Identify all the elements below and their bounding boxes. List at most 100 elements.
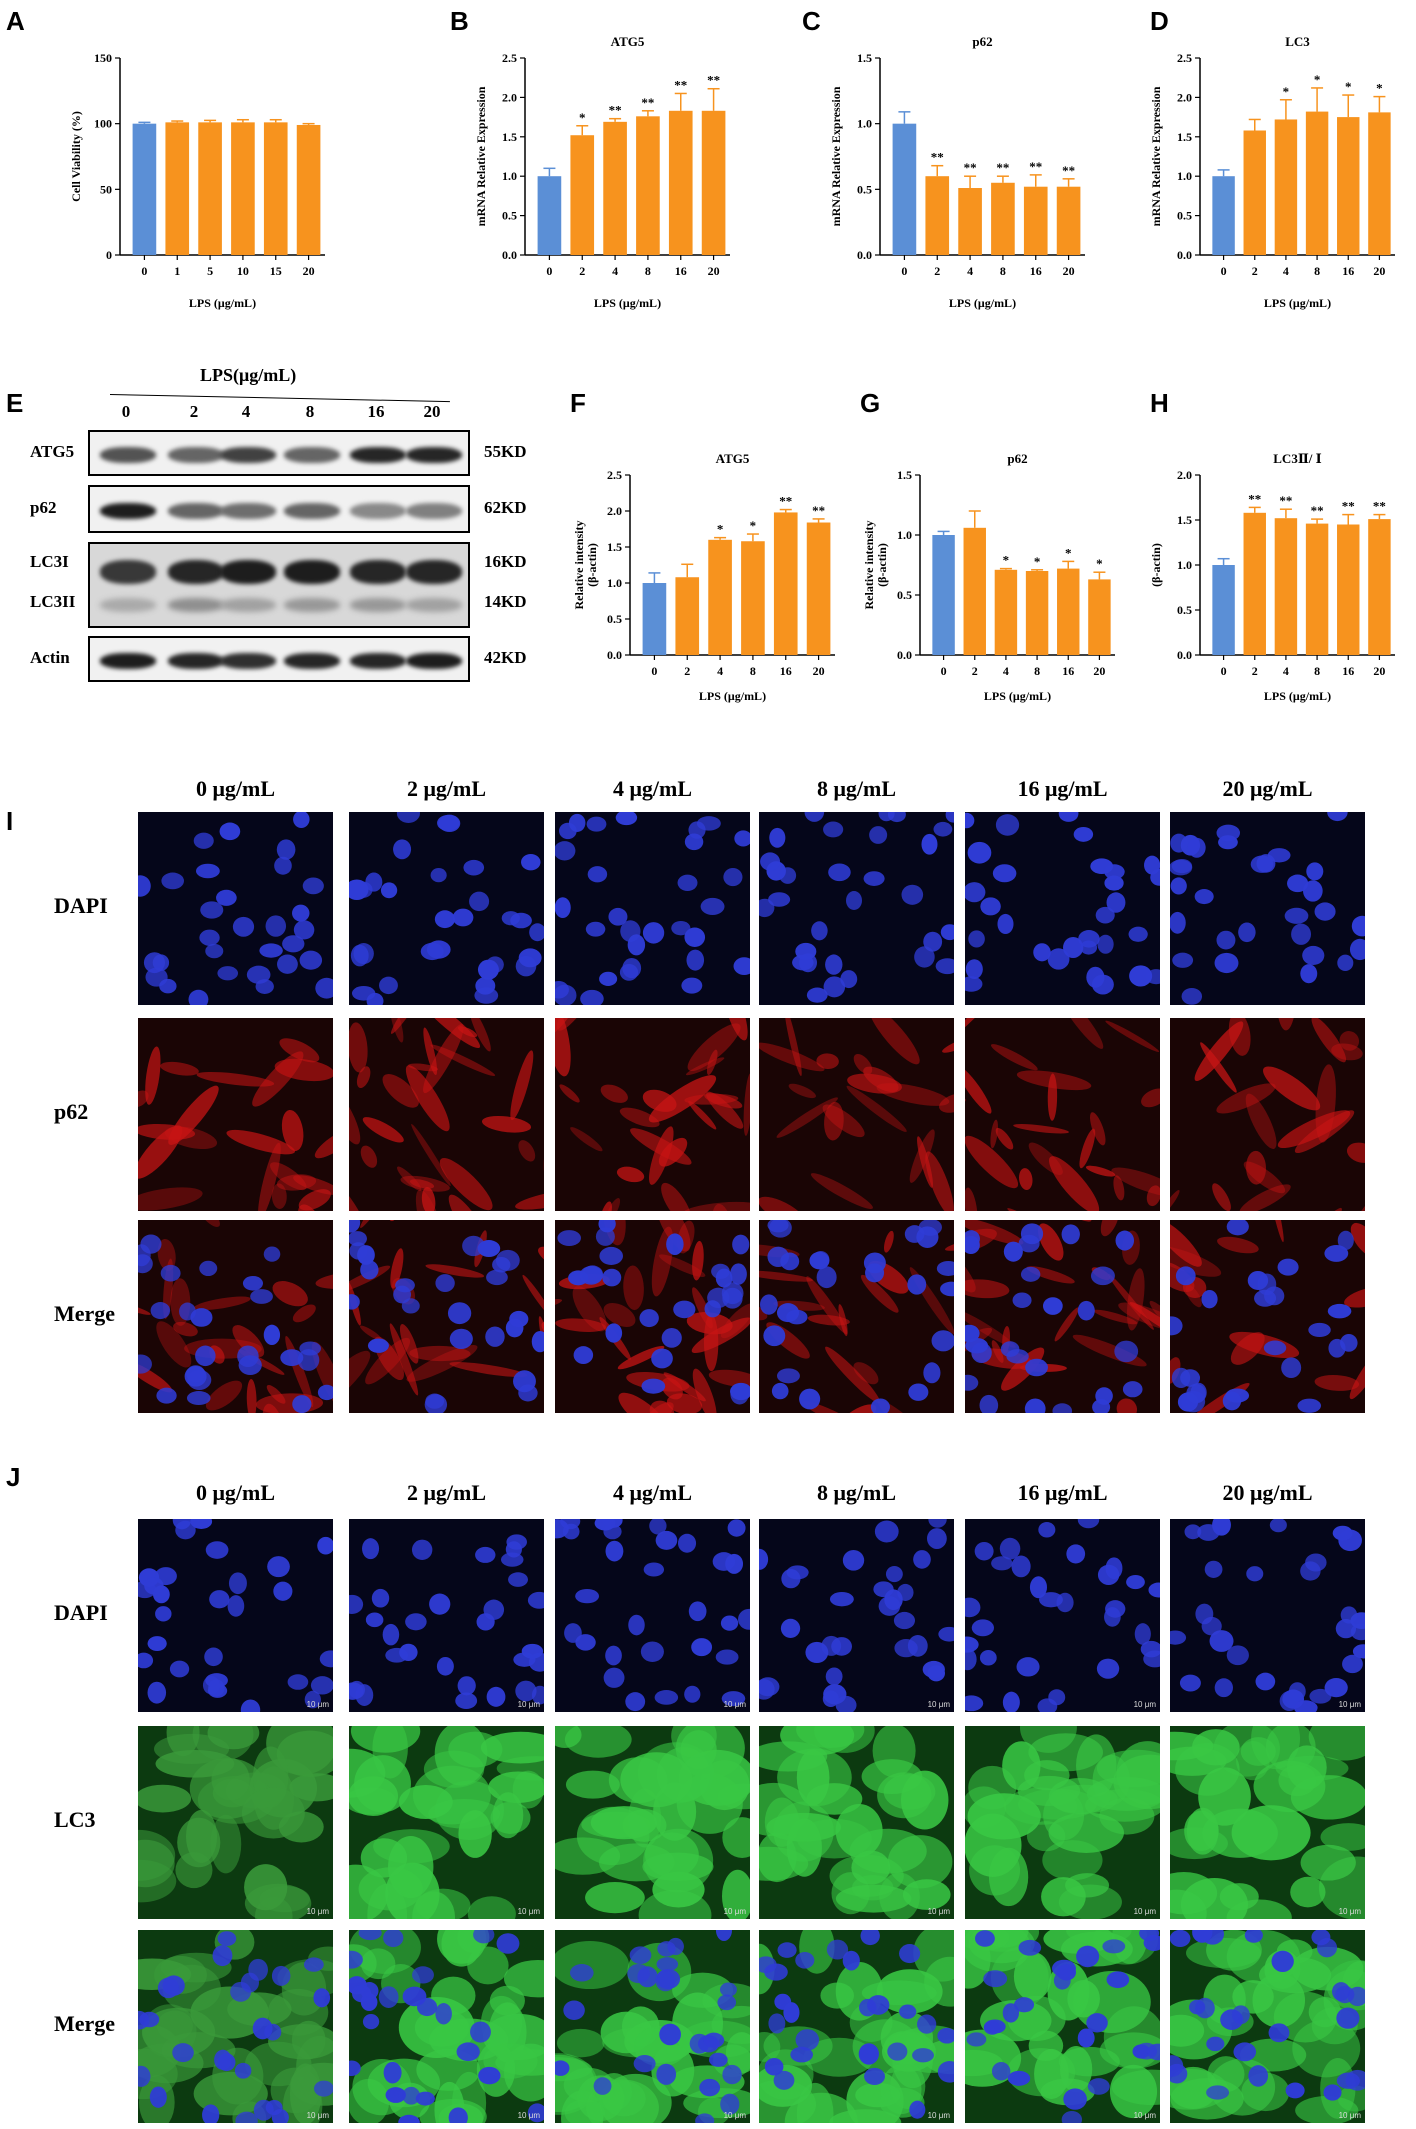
micrograph xyxy=(555,1220,750,1413)
panel-label-b: B xyxy=(450,6,469,36)
micrograph-image xyxy=(138,1220,333,1413)
x-axis-label: LPS (μg/mL) xyxy=(949,296,1016,310)
y-tick-label: 1.0 xyxy=(607,576,622,590)
concentration-header: 20 μg/mL xyxy=(1222,1480,1313,1505)
significance-star: * xyxy=(1345,79,1352,94)
y-tick-label: 0.0 xyxy=(607,648,622,662)
blot-band xyxy=(220,653,276,669)
scale-bar-label: 10 μm xyxy=(306,1700,329,1709)
x-tick-label: 0 xyxy=(141,264,147,278)
bar xyxy=(570,135,595,255)
y-tick-label: 1.5 xyxy=(897,468,912,482)
y-axis-label: Relative intensity xyxy=(862,521,876,610)
y-tick-label: 1.5 xyxy=(502,130,517,144)
micrograph: 10 μm xyxy=(1170,1930,1365,2123)
concentration-header: 8 μg/mL xyxy=(816,1480,897,1505)
y-tick-label: 1.0 xyxy=(897,528,912,542)
y-axis-label: (β-actin) xyxy=(585,543,599,587)
scale-bar-label: 10 μm xyxy=(1338,1700,1361,1709)
x-tick-label: 16 xyxy=(1030,264,1042,278)
concentration-header: 4 μg/mL xyxy=(612,776,693,801)
y-tick-label: 1.0 xyxy=(502,169,517,183)
bar xyxy=(994,569,1018,655)
micrograph-image xyxy=(759,1930,954,2123)
micrograph: 10 μm xyxy=(138,1726,333,1919)
bar xyxy=(932,535,955,655)
bar xyxy=(925,176,950,255)
bar xyxy=(1243,512,1266,655)
micrograph: 10 μm xyxy=(965,1726,1160,1919)
micrograph-image xyxy=(349,812,544,1005)
micrograph xyxy=(555,1018,750,1211)
x-tick-label: 16 xyxy=(675,264,687,278)
micrograph-image xyxy=(555,1726,750,1919)
panel-label-e: E xyxy=(6,388,24,418)
blot-band xyxy=(406,560,462,584)
bar xyxy=(1368,519,1391,655)
significance-star: * xyxy=(750,518,757,533)
bar xyxy=(1305,111,1329,255)
y-axis-label: Relative intensity xyxy=(572,521,586,610)
micrograph-image xyxy=(1170,1519,1365,1712)
bar xyxy=(1337,524,1360,655)
bar xyxy=(1025,571,1049,655)
micrograph-image xyxy=(349,1726,544,1919)
micrograph: 10 μm xyxy=(965,1930,1160,2123)
blot-strip-actin xyxy=(88,636,470,682)
blot-band xyxy=(168,447,224,463)
x-axis-label: LPS (μg/mL) xyxy=(1264,689,1331,703)
panel-label-i: I xyxy=(6,806,14,836)
significance-star: ** xyxy=(931,150,944,165)
blot-protein-label: Actin xyxy=(30,648,70,667)
blot-band xyxy=(100,653,156,669)
micrograph-image xyxy=(965,1220,1160,1413)
micrograph-image xyxy=(759,1726,954,1919)
x-tick-label: 8 xyxy=(1000,264,1006,278)
micrograph: 10 μm xyxy=(138,1519,333,1712)
blot-band xyxy=(168,503,224,519)
y-axis-label: mRNA Relative Expression xyxy=(1149,86,1163,226)
significance-star: * xyxy=(1283,84,1290,99)
concentration-header: 8 μg/mL xyxy=(816,776,897,801)
micrograph-image xyxy=(1170,1726,1365,1919)
blot-band xyxy=(406,653,462,669)
chart-title: ATG5 xyxy=(611,34,645,49)
scale-bar-label: 10 μm xyxy=(517,1700,540,1709)
y-tick-label: 0.0 xyxy=(1177,648,1192,662)
micrograph: 10 μm xyxy=(138,1930,333,2123)
micrograph-image xyxy=(965,1018,1160,1211)
bar xyxy=(708,539,732,655)
micrograph xyxy=(965,812,1160,1005)
y-tick-label: 1.0 xyxy=(1177,558,1192,572)
scale-bar-label: 10 μm xyxy=(1133,1907,1156,1916)
blot-header-line xyxy=(109,394,450,403)
x-axis-label: LPS (μg/mL) xyxy=(984,689,1051,703)
significance-star: ** xyxy=(964,160,977,175)
micrograph-image xyxy=(138,1726,333,1919)
panel-label-a: A xyxy=(6,6,25,36)
micrograph: 10 μm xyxy=(759,1519,954,1712)
x-tick-label: 20 xyxy=(303,264,315,278)
micrograph: 10 μm xyxy=(555,1519,750,1712)
blot-band xyxy=(100,598,156,612)
chart-c: p62 0.0 0.5 1.0 1.5 mRNA Relative Expression 0… xyxy=(829,34,1085,310)
concentration-header: 0 μg/mL xyxy=(195,776,276,801)
y-axis-label: mRNA Relative Expression xyxy=(829,86,843,226)
micrograph-image xyxy=(138,1018,333,1211)
y-axis-label: Cell Viability (%) xyxy=(69,111,83,202)
x-tick-label: 0 xyxy=(1221,264,1227,278)
x-tick-label: 0 xyxy=(941,664,947,678)
y-tick-label: 2.0 xyxy=(1177,468,1192,482)
blot-size-label: 55KD xyxy=(484,442,527,461)
chart-f: ATG5 0.0 0.5 1.0 1.5 2.0 2.5 Relative intensity… xyxy=(572,451,835,703)
chart-h: LC3Ⅱ/ Ⅰ 0.0 0.5 1.0 1.5 2.0 (β-actin) 0 2 ** 4 ** 8 *… xyxy=(1149,451,1395,703)
blot-protein-label: ATG5 xyxy=(30,442,75,461)
x-axis-label: LPS (μg/mL) xyxy=(699,689,766,703)
blot-protein-label: LC3II xyxy=(30,592,76,611)
scale-bar-label: 10 μm xyxy=(927,1700,950,1709)
micrograph: 10 μm xyxy=(555,1726,750,1919)
bar xyxy=(1057,568,1080,655)
y-tick-label: 1.5 xyxy=(1177,513,1192,527)
y-tick-label: 0.5 xyxy=(1177,603,1192,617)
blot-band xyxy=(220,560,276,584)
